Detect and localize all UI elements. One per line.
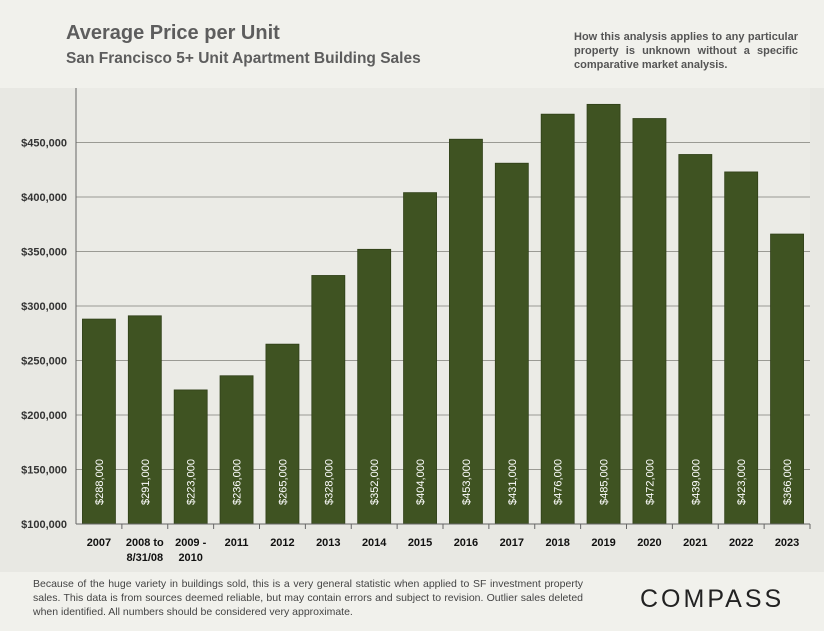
data-label: $423,000 — [736, 459, 748, 505]
compass-logo: COMPASS — [640, 585, 785, 613]
data-label: $453,000 — [461, 459, 473, 505]
x-tick-label: 8/31/08 — [126, 552, 163, 564]
bar — [173, 389, 208, 525]
x-tick-label: 2023 — [775, 537, 799, 549]
bar — [494, 162, 529, 525]
bar — [449, 138, 483, 525]
data-label: $352,000 — [369, 459, 381, 505]
bar — [82, 318, 116, 525]
data-label: $366,000 — [782, 459, 794, 505]
data-label: $472,000 — [644, 459, 656, 505]
footer-note: Because of the huge variety in buildings… — [33, 578, 583, 618]
bar — [311, 275, 346, 525]
x-tick-label: 2014 — [362, 537, 387, 549]
x-tick-label: 2010 — [178, 552, 202, 564]
disclaimer-note: How this analysis applies to any particu… — [574, 31, 798, 71]
data-label: $476,000 — [553, 459, 565, 505]
bar — [770, 233, 804, 525]
x-tick-label: 2013 — [316, 537, 340, 549]
bar — [632, 118, 667, 525]
data-label: $439,000 — [690, 459, 702, 505]
bar — [403, 192, 437, 525]
data-label: $291,000 — [140, 459, 152, 505]
x-tick-label: 2020 — [637, 537, 661, 549]
x-tick-label: 2017 — [500, 537, 524, 549]
y-tick-label: $200,000 — [21, 410, 67, 422]
bar — [724, 171, 759, 525]
x-tick-label: 2007 — [87, 537, 111, 549]
bar — [678, 154, 713, 525]
header-band — [0, 0, 824, 88]
data-label: $288,000 — [94, 459, 106, 505]
bar — [127, 315, 162, 525]
y-tick-label: $400,000 — [21, 192, 67, 204]
y-tick-label: $450,000 — [21, 138, 67, 150]
x-tick-label: 2019 — [591, 537, 615, 549]
x-tick-label: 2016 — [454, 537, 478, 549]
data-label: $265,000 — [277, 459, 289, 505]
x-tick-label: 2008 to — [126, 537, 164, 549]
x-tick-label: 2021 — [683, 537, 707, 549]
y-tick-label: $100,000 — [21, 519, 67, 531]
footer-band — [0, 572, 824, 631]
bar — [540, 113, 575, 525]
bars — [82, 103, 804, 525]
y-tick-label: $250,000 — [21, 356, 67, 368]
x-tick-label: 2015 — [408, 537, 432, 549]
x-tick-label: 2009 - — [175, 537, 207, 549]
y-tick-label: $150,000 — [21, 465, 67, 477]
x-tick-label: 2022 — [729, 537, 753, 549]
bar — [586, 103, 621, 525]
data-label: $328,000 — [323, 459, 335, 505]
labels: $100,000 $150,000 $200,000 $250,000 $300,000… — [21, 138, 799, 565]
y-tick-label: $300,000 — [21, 301, 67, 313]
data-label: $485,000 — [599, 459, 611, 505]
x-tick-label: 2011 — [225, 537, 249, 549]
chart-subtitle: San Francisco 5+ Unit Apartment Building… — [66, 50, 421, 67]
x-tick-label: 2018 — [545, 537, 569, 549]
data-label: $223,000 — [186, 459, 198, 505]
data-label: $404,000 — [415, 459, 427, 505]
axes — [75, 88, 811, 529]
bar — [357, 248, 392, 525]
y-tick-label: $350,000 — [21, 247, 67, 259]
data-label: $431,000 — [507, 459, 519, 505]
x-tick-label: 2012 — [270, 537, 294, 549]
data-label: $236,000 — [232, 459, 244, 505]
chart-title: Average Price per Unit — [66, 22, 280, 44]
bar — [219, 375, 254, 525]
